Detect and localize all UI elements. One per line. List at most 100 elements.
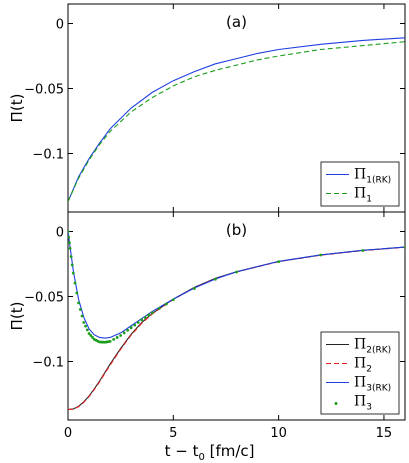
data-point [82, 321, 86, 324]
data-point [122, 331, 126, 335]
data-point [73, 281, 77, 285]
legend-item: Π1(RK) [326, 167, 391, 186]
data-point [361, 249, 365, 252]
data-point [133, 323, 137, 327]
x-axis-label-main: t − t [165, 442, 199, 460]
y-axis-label: Π(t) [8, 302, 26, 331]
legend-label-main: Π [354, 394, 366, 410]
data-point [119, 334, 123, 337]
y-tick-label: 0 [56, 18, 64, 33]
data-point [89, 334, 93, 337]
legend-label: Π1(RK) [354, 167, 391, 186]
data-point [68, 241, 71, 245]
data-point [171, 298, 175, 302]
data-point [147, 313, 151, 317]
legend-box [320, 161, 400, 207]
data-point [192, 287, 196, 290]
data-point [84, 324, 87, 328]
legend-item: Π3 [334, 394, 372, 413]
legend-label-sub: 2(RK) [366, 346, 391, 356]
plot-area [68, 37, 405, 202]
data-point [101, 340, 105, 344]
data-point [69, 255, 73, 259]
series-line [68, 246, 405, 411]
legend-label-main: Π [354, 356, 366, 372]
x-tick-label: 15 [376, 426, 393, 441]
data-point [106, 340, 110, 344]
data-point [77, 301, 80, 305]
panel-b: 0−0.05−0.10 5 10 15Π(t)t − t0 [fm/c](b)Π2(R… [8, 211, 406, 463]
data-point [70, 263, 74, 267]
y-tick-label: −0.1 [32, 356, 64, 371]
legend-label-main: Π [354, 337, 366, 353]
legend-label: Π2 [354, 356, 372, 375]
data-point [68, 230, 70, 233]
legend-label-sub: 1 [366, 195, 372, 205]
data-point [115, 336, 119, 339]
data-point [80, 314, 84, 318]
x-axis-label-unit: [fm/c] [205, 442, 255, 460]
legend-label-sub: 3(RK) [366, 384, 391, 394]
data-point [214, 277, 217, 281]
legend-label: Π3 [354, 394, 372, 413]
legend-label-main: Π [354, 167, 366, 183]
legend-label: Π2(RK) [354, 337, 391, 356]
data-point [85, 328, 89, 332]
series-line [68, 37, 405, 202]
data-point [87, 332, 91, 335]
data-point [91, 336, 94, 339]
x-tick-label: 0 [64, 426, 72, 441]
legend-label-sub: 2 [366, 365, 372, 375]
legend-label: Π1 [354, 186, 372, 205]
x-axis-label-sub: 0 [198, 452, 204, 463]
data-point [71, 271, 75, 275]
series-line [68, 231, 405, 339]
legend-label-sub: 3 [366, 403, 372, 413]
legend: Π1(RK)Π1 [320, 161, 400, 207]
legend-item: Π1 [326, 186, 372, 205]
data-point [150, 311, 154, 315]
legend-item: Π2 [326, 356, 372, 375]
data-point [75, 291, 79, 295]
data-point [235, 270, 238, 274]
y-tick-label: −0.1 [32, 148, 64, 163]
y-tick-label: −0.05 [24, 291, 64, 306]
panel-a: 0−0.05−0.1Π(t)(a)Π1(RK)Π1 [8, 3, 406, 213]
legend-box [320, 331, 400, 415]
data-point [68, 247, 72, 250]
legend-label-main: Π [354, 375, 366, 391]
panel-label: (a) [226, 13, 247, 31]
data-point [126, 328, 130, 332]
legend-item: Π3(RK) [326, 375, 391, 394]
data-point [143, 316, 147, 319]
y-tick-label: −0.05 [24, 83, 64, 98]
data-point [129, 326, 133, 330]
x-tick-label: 5 [169, 426, 177, 441]
data-point [403, 245, 405, 249]
series-line [68, 41, 405, 202]
legend-label-sub: 1(RK) [366, 176, 391, 186]
data-point [78, 308, 82, 311]
x-axis-label: t − t0 [fm/c] [165, 442, 255, 463]
y-axis-label: Π(t) [8, 94, 26, 123]
data-point [319, 253, 323, 257]
data-point [136, 321, 140, 324]
plot-frame [67, 211, 406, 421]
data-point [140, 318, 144, 322]
legend-label-main: Π [354, 186, 366, 202]
data-point [68, 235, 71, 239]
data-point [164, 302, 168, 306]
data-point [96, 339, 100, 343]
legend-label: Π3(RK) [354, 375, 391, 394]
x-tick-label: 10 [270, 426, 287, 441]
plot-area [68, 230, 405, 411]
data-point [157, 307, 161, 310]
legend-swatch [334, 402, 338, 405]
data-point [112, 338, 116, 341]
y-tick-label: 0 [56, 226, 64, 241]
legend-item: Π2(RK) [326, 337, 391, 356]
panel-label: (b) [226, 221, 247, 239]
data-point [277, 260, 281, 264]
